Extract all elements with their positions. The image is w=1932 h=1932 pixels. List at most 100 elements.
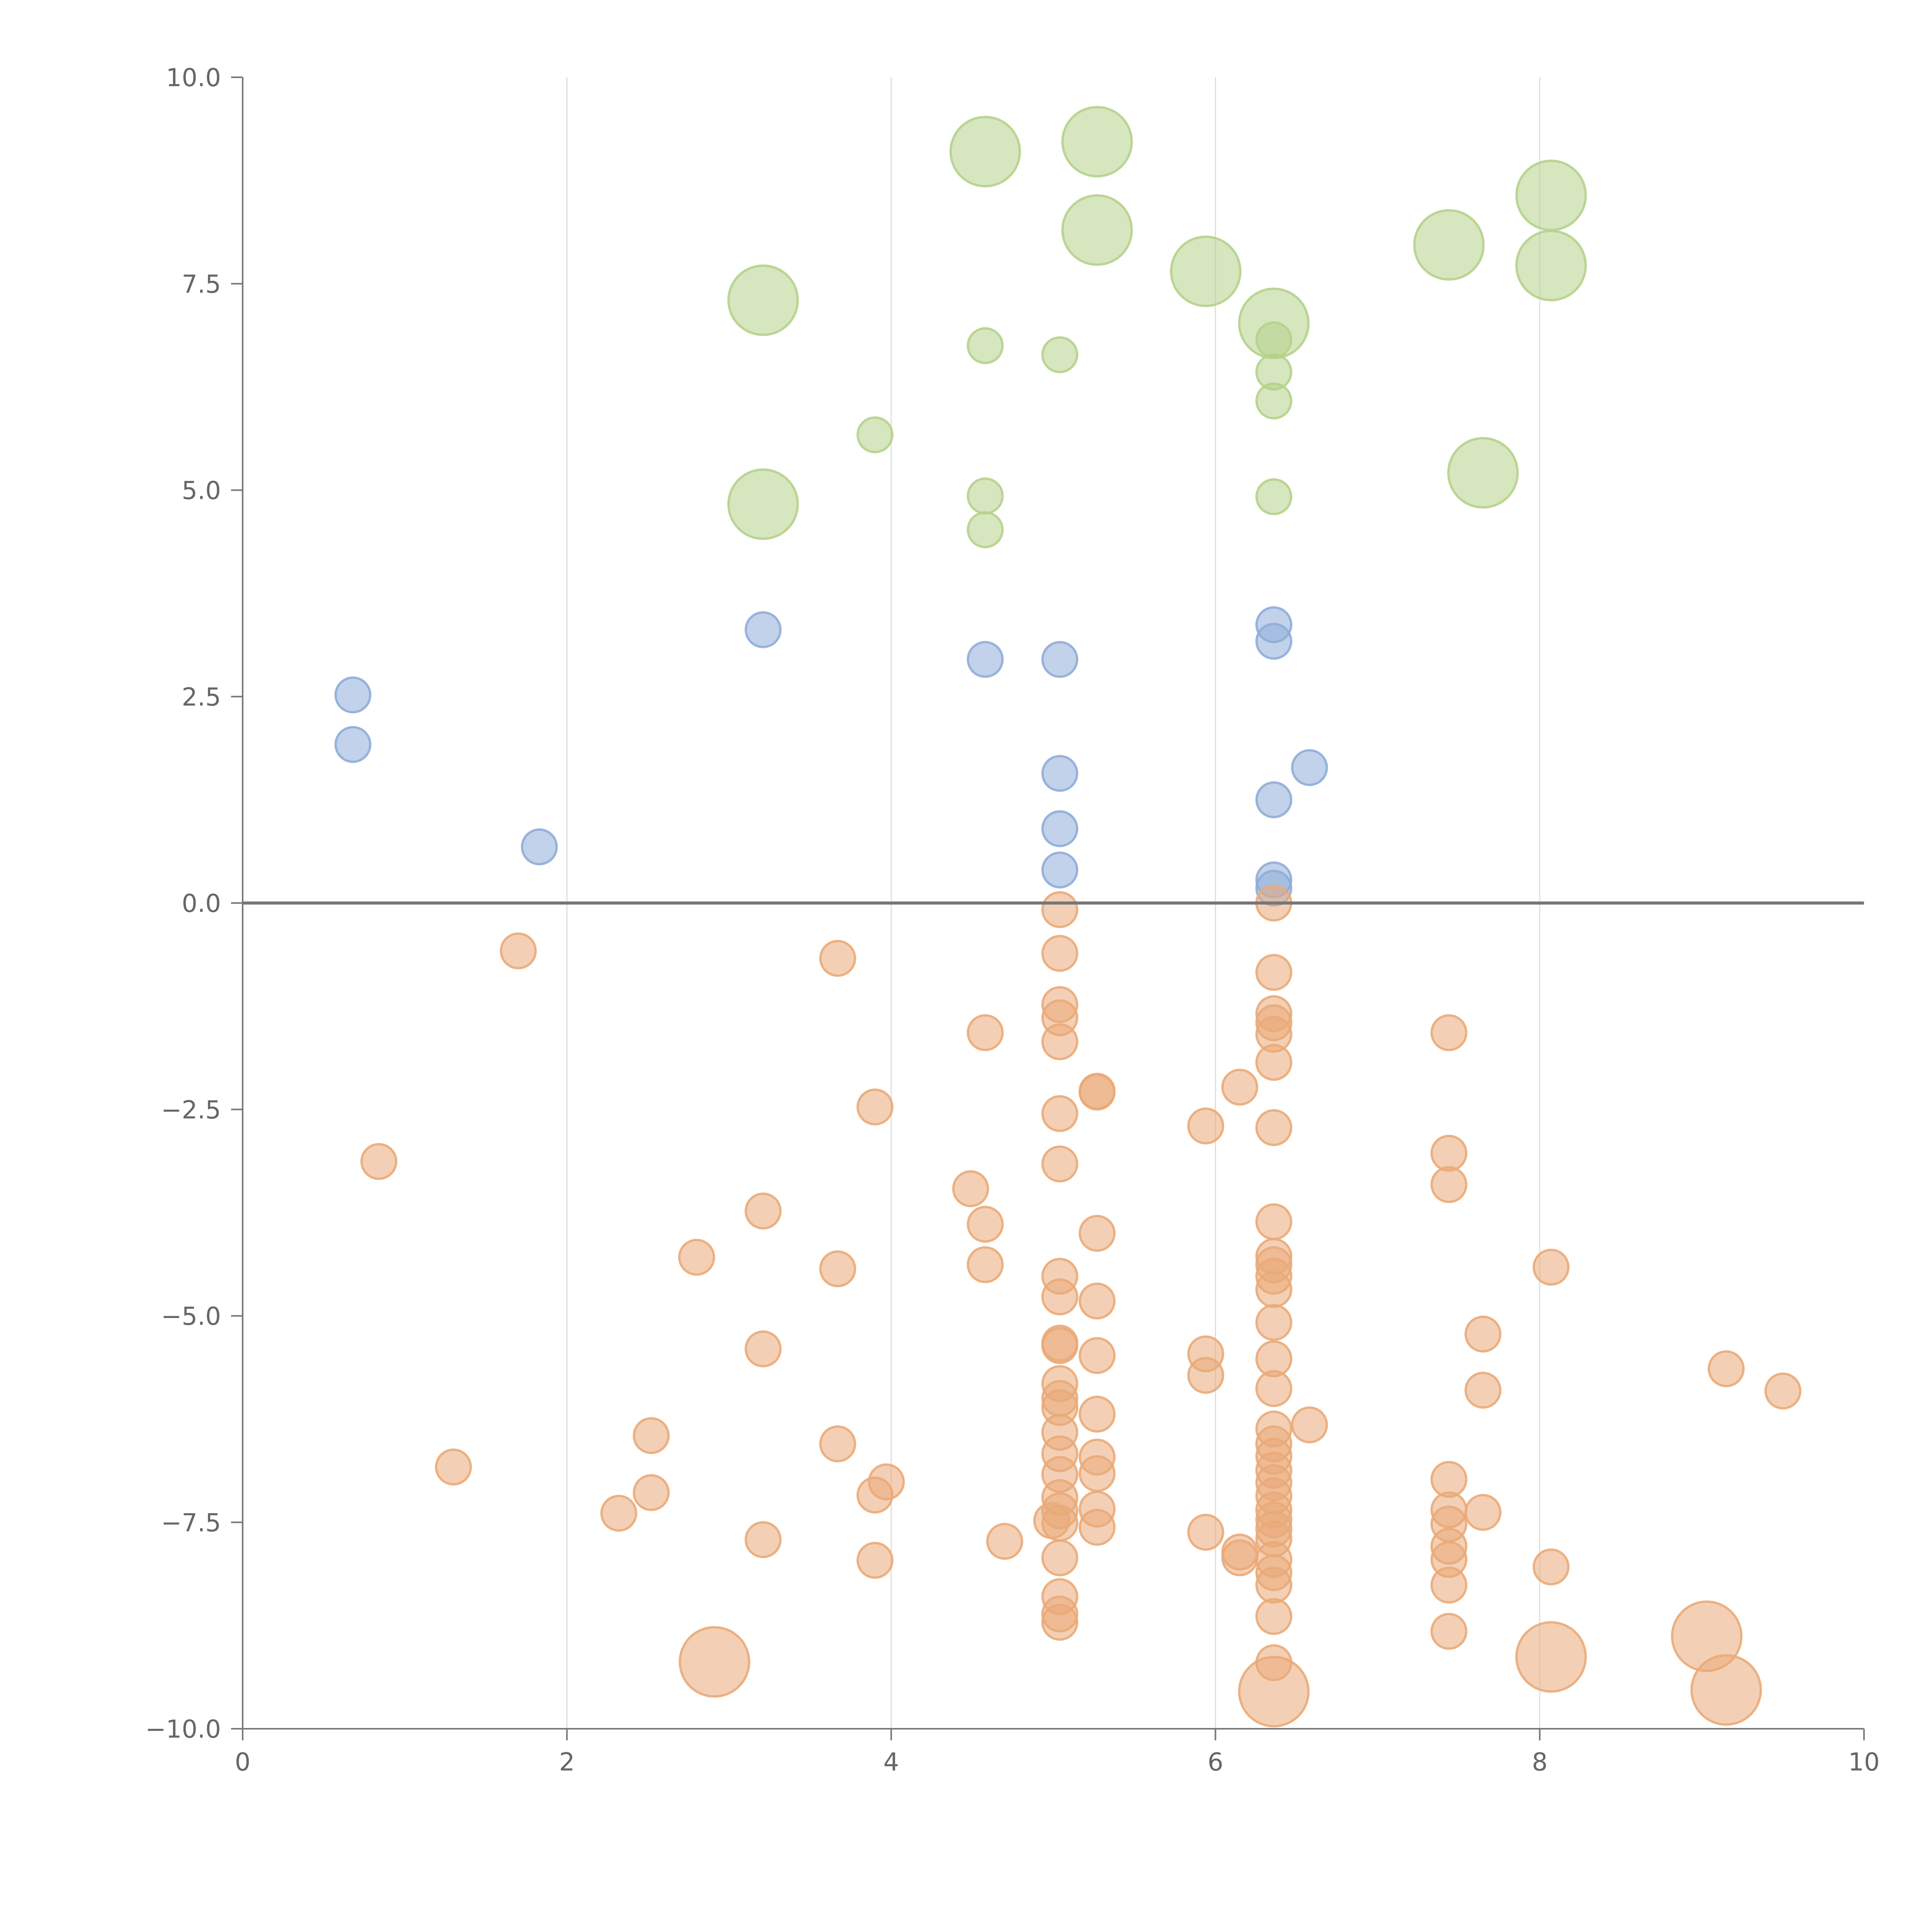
data-point-negative <box>1078 1215 1116 1252</box>
data-point-negative <box>1187 1514 1225 1551</box>
data-point-negative <box>435 1448 472 1486</box>
data-point-negative <box>1041 1278 1078 1316</box>
y-tick-label: −5.0 <box>161 1303 221 1331</box>
data-point-negative <box>1238 1656 1310 1728</box>
data-point-low <box>1041 755 1078 792</box>
data-point-negative <box>819 940 856 977</box>
data-point-negative <box>1187 1107 1225 1145</box>
data-point-negative <box>1255 1566 1293 1604</box>
data-point-low <box>1041 851 1078 889</box>
data-point-low <box>1255 781 1293 818</box>
y-tick-label: 7.5 <box>182 270 221 299</box>
x-tick-label: 4 <box>883 1748 899 1777</box>
data-point-negative <box>1464 1494 1502 1531</box>
data-point-high <box>966 327 1004 364</box>
data-point-negative <box>819 1250 856 1287</box>
data-point-negative <box>1708 1350 1745 1388</box>
data-point-negative <box>1255 1044 1293 1081</box>
data-point-negative <box>1532 1548 1570 1585</box>
data-point-negative <box>1041 1145 1078 1183</box>
data-point-negative <box>1255 1304 1293 1341</box>
data-point-high <box>966 477 1004 515</box>
data-point-negative <box>1430 1566 1468 1604</box>
data-point-negative <box>1033 1502 1070 1539</box>
data-point-negative <box>1078 1073 1116 1111</box>
data-point-negative <box>868 1463 905 1500</box>
data-point-negative <box>966 1246 1004 1283</box>
x-tick-label: 6 <box>1208 1748 1223 1777</box>
y-tick-label: 2.5 <box>182 683 221 712</box>
data-point-negative <box>966 1014 1004 1051</box>
data-point-negative <box>1187 1357 1225 1394</box>
data-point-low <box>334 726 372 763</box>
data-point-negative <box>1464 1372 1502 1409</box>
data-point-negative <box>1041 891 1078 928</box>
data-point-high <box>727 468 799 540</box>
data-point-negative <box>678 1238 715 1276</box>
x-tick-label: 2 <box>559 1748 575 1777</box>
data-point-low <box>1255 622 1293 660</box>
data-point-negative <box>1255 1598 1293 1635</box>
data-point-high <box>1170 235 1242 307</box>
data-point-negative <box>1430 1014 1468 1051</box>
data-point-negative <box>1430 1613 1468 1650</box>
data-point-low <box>334 676 372 714</box>
data-point-negative <box>500 932 537 969</box>
data-point-negative <box>1515 1621 1587 1693</box>
data-point-negative <box>1078 1337 1116 1374</box>
data-point-high <box>1447 437 1519 509</box>
data-point-negative <box>1255 1370 1293 1407</box>
data-point-high <box>1255 478 1293 515</box>
data-point-negative <box>1764 1372 1802 1410</box>
data-point-negative <box>1464 1315 1502 1353</box>
x-tick-label: 0 <box>235 1748 251 1777</box>
data-point-negative <box>1221 1068 1259 1106</box>
data-point-negative <box>1255 1109 1293 1146</box>
data-point-low <box>1041 810 1078 847</box>
data-point-low <box>1041 641 1078 678</box>
data-point-high <box>949 116 1021 187</box>
data-point-negative <box>1078 1396 1116 1433</box>
data-point-negative <box>819 1425 856 1463</box>
data-point-negative <box>1255 1203 1293 1240</box>
data-point-negative <box>1078 1509 1116 1546</box>
data-point-negative <box>1430 1166 1468 1203</box>
data-point-negative <box>745 1330 782 1367</box>
x-tick-label: 8 <box>1532 1748 1548 1777</box>
data-point-low <box>1291 749 1328 786</box>
data-point-high <box>966 511 1004 548</box>
data-point-negative <box>856 1088 894 1126</box>
data-point-negative <box>1041 1604 1078 1641</box>
y-tick-label: −10.0 <box>145 1715 221 1744</box>
data-point-high <box>1255 382 1293 420</box>
data-point-high <box>1041 336 1078 373</box>
data-point-negative <box>986 1523 1023 1560</box>
data-point-high <box>856 416 894 454</box>
data-point-negative <box>633 1417 670 1454</box>
data-point-negative <box>633 1474 670 1511</box>
y-tick-label: 0.0 <box>182 889 221 918</box>
x-tick-label: 10 <box>1848 1748 1879 1777</box>
data-point-high <box>1515 230 1587 301</box>
data-point-high <box>1255 321 1293 359</box>
y-tick-label: −2.5 <box>161 1096 221 1124</box>
data-point-high <box>1061 194 1133 266</box>
data-point-negative <box>1041 1327 1078 1364</box>
data-point-low <box>966 641 1004 678</box>
data-point-negative <box>679 1626 750 1698</box>
axes-layer: 0 2 4 6 8 10 −10.0 −7.5 −5.0 −2.5 0.0 2.5 5.0 7.5 10.0 <box>145 64 1880 1777</box>
points-layer <box>334 106 1802 1728</box>
data-point-negative <box>745 1521 782 1558</box>
y-tick-label: 5.0 <box>182 477 221 505</box>
data-point-low <box>745 611 782 648</box>
data-point-high <box>1413 209 1485 281</box>
data-point-negative <box>745 1192 782 1230</box>
data-point-negative <box>1430 1134 1468 1172</box>
data-point-negative <box>1041 1095 1078 1132</box>
data-point-negative <box>1291 1406 1328 1444</box>
data-point-negative <box>360 1143 398 1180</box>
y-tick-label: −7.5 <box>161 1509 221 1537</box>
data-point-high <box>727 264 799 336</box>
data-point-negative <box>966 1206 1004 1243</box>
